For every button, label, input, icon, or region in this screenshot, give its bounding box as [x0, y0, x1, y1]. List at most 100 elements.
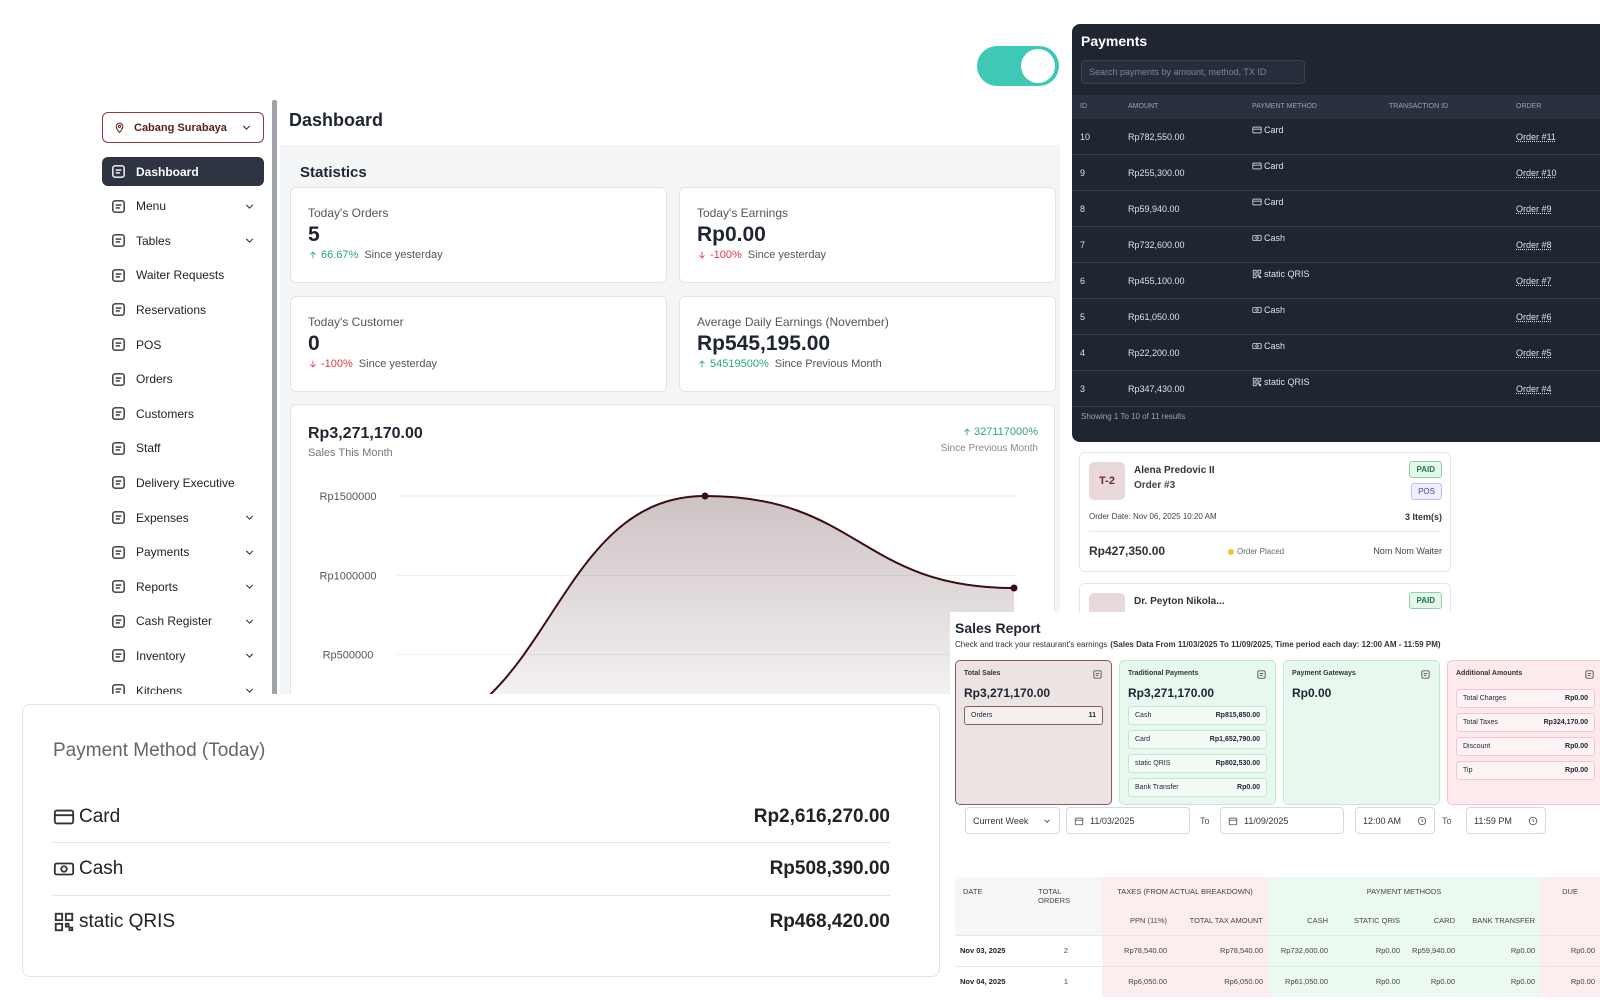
order-card[interactable]: T-2 Alena Predovic II Order #3 PAID POS Order…: [1079, 452, 1451, 572]
order-link[interactable]: Order #4: [1516, 384, 1552, 394]
range-note: (Sales Data From 11/03/2025 To 11/09/202…: [1110, 640, 1441, 649]
sidebar-item[interactable]: Waiter Requests: [102, 261, 264, 290]
sidebar-label: Reports: [136, 579, 179, 594]
icon-glyph: [1252, 235, 1262, 241]
sidebar-item[interactable]: Customers: [102, 399, 264, 428]
sidebar-item[interactable]: Orders: [102, 365, 264, 394]
stat-change-row: -100% Since yesterday: [697, 249, 1038, 261]
toggle-switch[interactable]: [977, 46, 1059, 86]
icon-glyph: [242, 125, 251, 130]
table-badge: T-2: [1089, 462, 1125, 500]
order-link[interactable]: Order #11: [1516, 132, 1556, 142]
table-cell: Rp732,600.00: [1268, 935, 1333, 966]
sidebar-item[interactable]: Menu: [102, 192, 264, 221]
sidebar-label: Delivery Executive: [136, 475, 235, 490]
icon: [110, 163, 127, 180]
icon-glyph: [245, 688, 254, 693]
sidebar-label: Waiter Requests: [136, 268, 225, 283]
payment-method-label: Cash: [1264, 341, 1286, 351]
sidebar-item[interactable]: Reports: [102, 572, 264, 601]
sidebar-item[interactable]: Cash Register: [102, 607, 264, 636]
stat-card: Today's Earnings Rp0.00 -100% Since yesterd…: [679, 187, 1056, 283]
method-label: Cash: [79, 858, 124, 879]
payment-method-label: Card: [1264, 161, 1284, 171]
date-text: 11/03/2025: [1090, 815, 1135, 826]
payment-method-label: Card: [1264, 125, 1284, 135]
sidebar-item[interactable]: Inventory: [102, 641, 264, 670]
group-header: DATE: [955, 877, 1030, 935]
sidebar-item[interactable]: Delivery Executive: [102, 468, 264, 497]
icon: [240, 121, 253, 134]
sidebar-item[interactable]: Reservations: [102, 295, 264, 324]
stat-note: Since Previous Month: [774, 358, 882, 370]
card-row-value: Rp802,530.00: [1215, 760, 1260, 767]
card-row: Total Charges Rp0.00: [1456, 689, 1595, 708]
payment-method-card: Payment Method (Today) Card Rp2,616,270.00…: [22, 704, 940, 977]
payment-amount: Rp347,430.00: [1128, 384, 1185, 394]
group-header: PAYMENT METHODS: [1268, 877, 1541, 906]
order-link[interactable]: Order #10: [1516, 168, 1557, 178]
sidebar-item[interactable]: Expenses: [102, 503, 264, 532]
state-dot: [1228, 548, 1234, 555]
sidebar-item[interactable]: Staff: [102, 434, 264, 463]
column-header: CASH: [1268, 906, 1333, 935]
icon: [243, 200, 256, 213]
order-link[interactable]: Order #8: [1516, 240, 1552, 250]
icon: [1092, 669, 1103, 680]
start-date[interactable]: 11/03/2025: [1066, 807, 1190, 834]
icon-glyph: [964, 428, 970, 436]
card-row-value: Rp324,170.00: [1543, 719, 1588, 726]
stat-label: Average Daily Earnings (November): [697, 315, 889, 329]
payment-id: 10: [1080, 132, 1091, 142]
icon: [243, 649, 256, 662]
icon: [1042, 816, 1052, 826]
start-time[interactable]: 12:00 AM: [1355, 807, 1435, 834]
order-link[interactable]: Order #6: [1516, 312, 1552, 322]
period-select[interactable]: Current Week: [965, 807, 1060, 834]
end-time[interactable]: 11:59 PM: [1466, 807, 1546, 834]
icon-glyph: [54, 912, 74, 932]
icon-glyph: [1421, 670, 1430, 679]
sidebar-item[interactable]: POS: [102, 330, 264, 359]
search-input[interactable]: Search payments by amount, method, TX ID: [1081, 60, 1305, 84]
icon-glyph: [112, 441, 125, 455]
icon-glyph: [1252, 269, 1262, 279]
order-link[interactable]: Order #7: [1516, 276, 1552, 286]
card-row-label: Orders: [971, 712, 993, 719]
sales-report: Sales Report Check and track your restaur…: [950, 612, 1600, 1000]
icon: [1256, 669, 1267, 680]
order-link[interactable]: Order #9: [1516, 204, 1552, 214]
sidebar-item[interactable]: Payments: [102, 538, 264, 567]
card-row: Discount Rp0.00: [1456, 737, 1595, 756]
header-row: DATE TOTAL ORDERS TAXES (FROM ACTUAL BREAK…: [955, 877, 1600, 935]
stat-change: 66.67%: [321, 249, 359, 261]
stat-value: Rp0.00: [697, 223, 766, 246]
method-amount: Rp2,616,270.00: [753, 805, 890, 827]
table-cell: Rp61,050.00: [1268, 966, 1333, 997]
icon-glyph: [112, 649, 125, 663]
stat-label: Today's Earnings: [697, 206, 789, 220]
sidebar-label: Staff: [136, 441, 161, 456]
icon: [243, 234, 256, 247]
end-date[interactable]: 11/09/2025: [1220, 807, 1344, 834]
sidebar-item[interactable]: Tables: [102, 226, 264, 255]
order-date: Order Date: Nov 06, 2025 10:20 AM: [1089, 512, 1217, 521]
area: [396, 496, 1014, 734]
period-label: Current Week: [973, 815, 1029, 826]
order-link[interactable]: Order #5: [1516, 348, 1552, 358]
payment-row: 4 Rp22,200.00 Cash Order #5: [1072, 335, 1600, 371]
icon: [110, 509, 127, 526]
column-header: ID: [1080, 103, 1087, 110]
icon-glyph: [1252, 377, 1262, 387]
table-cell: Rp6,050.00: [1102, 966, 1172, 997]
chart-change-note: Since Previous Month: [940, 443, 1038, 454]
icon: [1252, 377, 1262, 387]
payment-method: Card: [1252, 161, 1284, 171]
table-cell: 1: [1030, 966, 1102, 997]
sidebar-item[interactable]: Dashboard: [102, 157, 264, 186]
branch-selector[interactable]: Cabang Surabaya: [102, 112, 264, 143]
payment-amount: Rp782,550.00: [1128, 132, 1185, 142]
item-count: 3 Item(s): [1404, 512, 1442, 522]
payment-amount: Rp455,100.00: [1128, 276, 1185, 286]
card-title: Traditional Payments: [1128, 670, 1199, 677]
